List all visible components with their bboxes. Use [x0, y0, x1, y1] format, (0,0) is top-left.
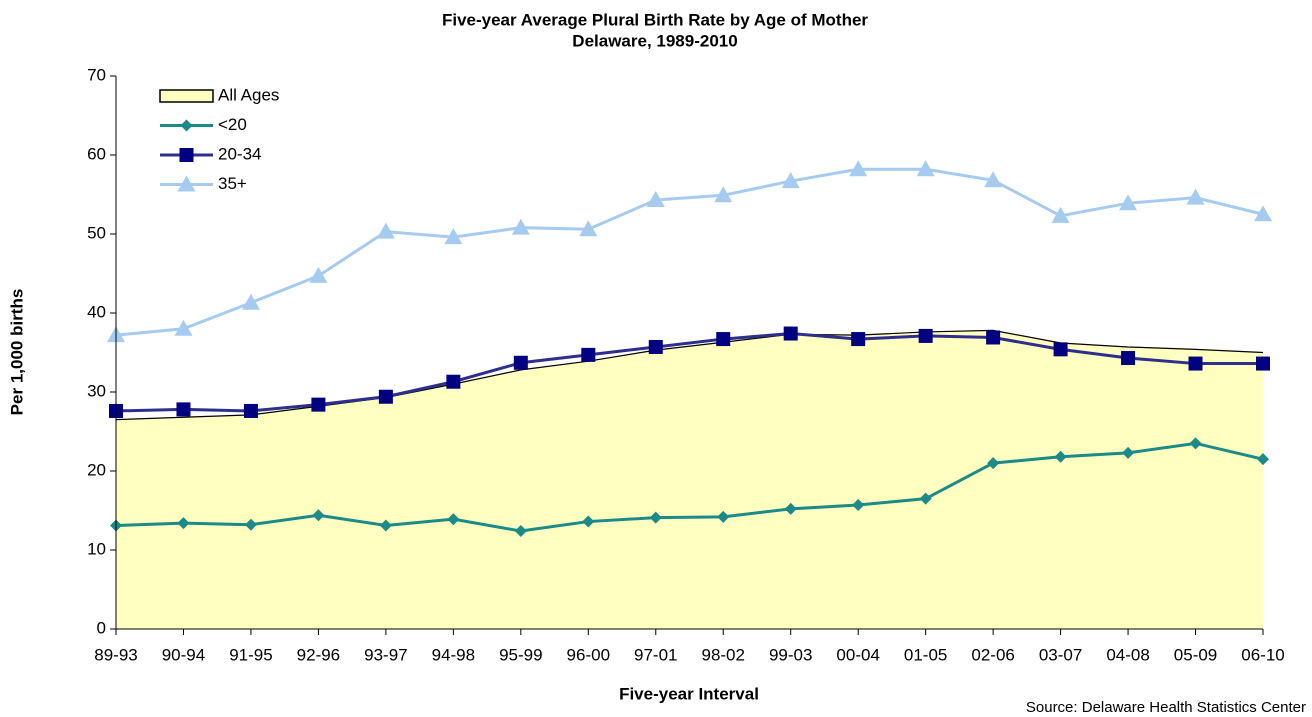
legend-label: <20 [218, 115, 247, 134]
data-point [447, 513, 460, 526]
data-point [311, 397, 326, 412]
data-point [444, 228, 463, 245]
y-tick-label: 70 [87, 65, 106, 84]
data-point [646, 191, 665, 208]
source-note: Source: Delaware Health Statistics Cente… [1026, 699, 1306, 716]
data-point [918, 328, 933, 343]
data-point [582, 515, 595, 528]
x-tick-label: 92-96 [297, 645, 340, 664]
data-point [1257, 453, 1269, 466]
data-point [916, 160, 935, 177]
y-tick-label: 0 [97, 618, 106, 637]
x-tick-label: 91-95 [229, 645, 272, 664]
y-tick-label: 40 [87, 302, 106, 321]
data-point [784, 502, 797, 515]
x-tick-label: 05-09 [1174, 645, 1217, 664]
data-point [176, 402, 191, 417]
data-point [579, 220, 598, 237]
y-tick-label: 30 [87, 381, 106, 400]
data-point [1121, 351, 1136, 366]
data-point [1256, 356, 1270, 371]
data-point [1254, 205, 1272, 222]
data-point [919, 492, 932, 505]
y-tick-label: 50 [87, 223, 106, 242]
y-tick-label: 10 [87, 539, 106, 558]
x-tick-label: 89-93 [94, 645, 137, 664]
x-tick-label: 93-97 [364, 645, 407, 664]
data-point [849, 160, 868, 177]
x-tick-label: 97-01 [634, 645, 677, 664]
data-point [312, 509, 325, 522]
data-point [851, 332, 866, 347]
data-point [581, 347, 596, 362]
data-point [648, 339, 663, 354]
x-tick-label: 03-07 [1039, 645, 1082, 664]
x-tick-label: 01-05 [904, 645, 947, 664]
data-point [1054, 450, 1067, 463]
legend-label: 35+ [218, 174, 247, 193]
data-point [986, 330, 1001, 345]
data-point [781, 172, 800, 189]
x-tick-label: 06-10 [1241, 645, 1284, 664]
area [116, 330, 1263, 629]
y-axis-label: Per 1,000 births [7, 289, 26, 416]
area-line [115, 329, 1264, 421]
series-line [115, 332, 1263, 413]
x-tick-label: 90-94 [162, 645, 205, 664]
legend-label: 20-34 [218, 144, 261, 163]
x-tick-label: 94-98 [432, 645, 475, 664]
x-tick-label: 98-02 [701, 645, 744, 664]
data-point [649, 511, 662, 524]
data-point [514, 525, 527, 538]
data-point [511, 218, 530, 235]
data-point [783, 326, 798, 341]
x-tick-label: 04-08 [1106, 645, 1149, 664]
data-point [1053, 342, 1068, 357]
data-point [1051, 206, 1070, 223]
chart-subtitle: Delaware, 1989-2010 [572, 31, 737, 50]
y-tick-label: 60 [87, 144, 106, 163]
data-point [378, 389, 393, 404]
chart-title: Five-year Average Plural Birth Rate by A… [442, 10, 868, 29]
legend-swatch [159, 89, 214, 103]
x-tick-label: 96-00 [567, 645, 610, 664]
series-line [115, 441, 1264, 533]
data-point [513, 355, 528, 370]
y-tick-label: 20 [87, 460, 106, 479]
data-point [1189, 437, 1202, 450]
data-point [987, 457, 1000, 470]
data-point [243, 403, 258, 418]
x-tick-label: 02-06 [971, 645, 1014, 664]
data-point [309, 266, 328, 283]
data-point [1186, 188, 1205, 205]
legend-label: All Ages [218, 85, 279, 104]
x-axis-label: Five-year Interval [619, 684, 759, 703]
legend-marker [177, 175, 196, 192]
x-tick-label: 99-03 [769, 645, 812, 664]
data-point [376, 222, 395, 239]
data-point [446, 374, 461, 389]
data-point [177, 517, 190, 530]
data-point [717, 510, 730, 523]
x-tick-label: 00-04 [836, 645, 879, 664]
data-point [716, 332, 731, 347]
data-point [1122, 446, 1135, 459]
data-point [174, 319, 193, 336]
data-point [241, 293, 260, 310]
data-point [379, 519, 392, 532]
legend-marker [179, 148, 194, 162]
data-point [1188, 356, 1203, 371]
data-point [1119, 194, 1138, 211]
data-point [984, 171, 1003, 188]
legend-marker [180, 119, 193, 132]
series-line [115, 167, 1264, 337]
x-tick-label: 95-99 [499, 645, 542, 664]
data-point [852, 498, 865, 511]
data-point [714, 186, 733, 203]
data-point [244, 518, 257, 531]
